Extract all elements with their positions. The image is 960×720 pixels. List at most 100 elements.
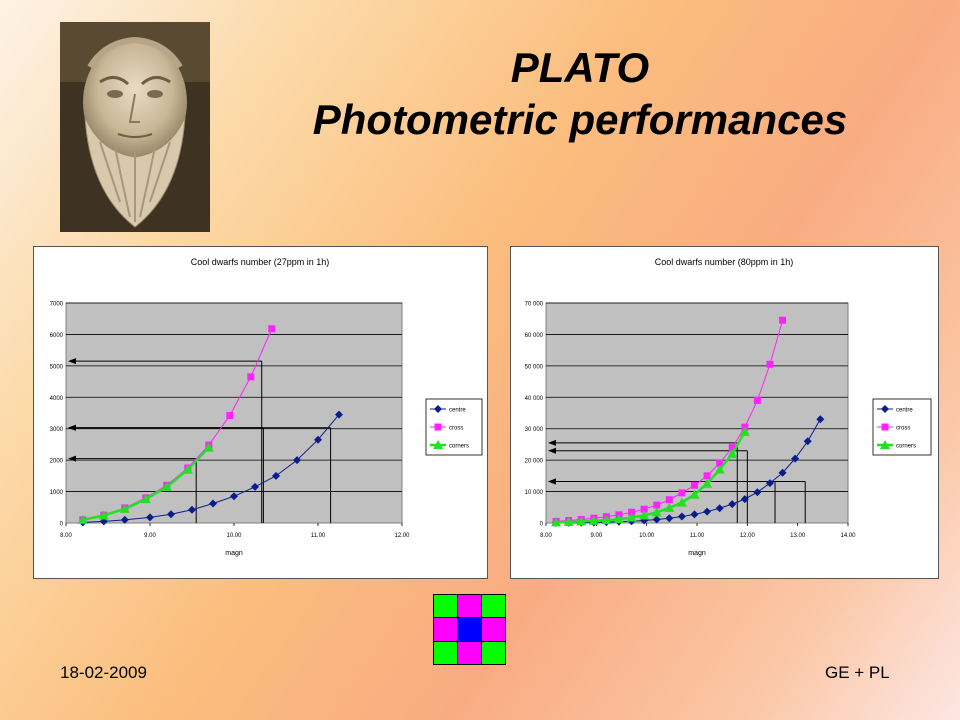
annotation-arrow-head (548, 478, 556, 485)
y-tick-label: 0 (540, 522, 544, 528)
x-tick-label: 9.00 (144, 533, 156, 539)
plot-area (545, 302, 849, 524)
x-axis-label: magn (688, 550, 706, 557)
camera-layout-grid-icon (433, 594, 506, 665)
data-point-centre (209, 499, 217, 508)
data-point-centre (146, 513, 154, 522)
data-point-centre (728, 500, 737, 509)
data-point-corners (161, 481, 172, 491)
data-point-corners (613, 514, 624, 524)
x-tick-label: 9.00 (590, 533, 602, 539)
data-point-corners (563, 516, 574, 526)
data-point-corners (203, 442, 214, 452)
data-point-corners (182, 464, 193, 474)
data-point-centre (652, 515, 661, 524)
grid-cell-corner (482, 641, 505, 664)
data-point-cross (640, 505, 648, 513)
data-point-corners (77, 514, 88, 524)
x-tick-label: 11.00 (690, 533, 705, 539)
data-point-corners (664, 502, 675, 512)
data-point-centre (791, 454, 800, 463)
data-point-corners (689, 489, 700, 499)
y-tick-label: 10 000 (525, 490, 544, 496)
data-point-centre (314, 435, 322, 444)
grid-cell-cross (482, 618, 505, 641)
y-tick-label: 0 (60, 522, 64, 528)
data-point-corners (588, 515, 599, 525)
legend-label-centre: centre (449, 408, 466, 414)
data-point-cross (653, 501, 661, 509)
data-point-centre (167, 510, 175, 519)
data-point-corners (551, 517, 562, 527)
data-point-corners (727, 448, 738, 458)
data-point-centre (272, 471, 280, 480)
data-point-corners (702, 478, 713, 488)
plot-area (65, 302, 403, 524)
grid-cell-corner (434, 641, 457, 664)
chart-panel-80ppm: Cool dwarfs number (80ppm in 1h) 0 10 000 2… (510, 246, 939, 579)
legend-label-corners: corners (896, 444, 916, 450)
x-tick-label: 11.00 (311, 533, 326, 539)
chart-27ppm: Cool dwarfs number (27ppm in 1h) 0 1000 200… (50, 257, 483, 557)
grid-cell-cross (458, 595, 481, 618)
x-tick-label: 10.00 (639, 533, 655, 539)
title-line-1: PLATO (510, 44, 650, 91)
data-point-cross (728, 444, 736, 452)
y-tick-label: 6000 (50, 333, 64, 339)
annotation-arrow-head (68, 424, 76, 431)
data-point-centre (703, 507, 712, 516)
legend-label-centre: centre (896, 408, 913, 414)
legend-label-cross: cross (896, 426, 910, 432)
y-tick-label: 70 000 (525, 302, 544, 308)
x-axis-label: magn (225, 550, 243, 557)
x-tick-label: 14.00 (840, 533, 856, 539)
grid-cell-cross (434, 618, 457, 641)
data-point-centre (677, 512, 686, 521)
data-point-cross (766, 360, 774, 368)
legend-label-cross: cross (449, 426, 463, 432)
data-point-cross (703, 472, 711, 480)
slide-title: PLATO Photometric performances (240, 42, 920, 146)
data-point-centre (188, 505, 196, 514)
data-point-centre (230, 492, 238, 501)
data-point-corners (119, 503, 130, 513)
chart-80ppm: Cool dwarfs number (80ppm in 1h) 0 10 000 2… (525, 257, 932, 557)
data-point-centre (690, 510, 699, 519)
y-tick-label: 1000 (50, 490, 64, 496)
y-tick-label: 7000 (50, 302, 64, 308)
footer-authors: GE + PL (825, 663, 890, 682)
x-tick-label: 8.00 (60, 533, 72, 539)
legend-marker-centre (881, 405, 889, 413)
y-tick-label: 5000 (50, 364, 64, 370)
y-tick-label: 20 000 (525, 459, 544, 465)
y-tick-label: 30 000 (525, 427, 544, 433)
data-point-centre (665, 514, 674, 523)
x-tick-label: 12.00 (740, 533, 756, 539)
data-point-centre (293, 456, 301, 465)
grid-cell-corner (482, 595, 505, 618)
x-tick-label: 13.00 (790, 533, 806, 539)
data-point-centre (778, 468, 787, 477)
legend-marker-corners (880, 440, 890, 449)
data-point-centre (120, 515, 129, 524)
data-point-cross (779, 316, 787, 324)
data-point-cross (665, 496, 673, 504)
y-tick-label: 3000 (50, 427, 64, 433)
data-point-corners (714, 464, 725, 474)
chart-panel-27ppm: Cool dwarfs number (27ppm in 1h) 0 1000 200… (33, 246, 488, 579)
grid-cell-centre (458, 618, 481, 641)
data-point-centre (803, 437, 812, 446)
legend-marker-cross (434, 423, 442, 431)
data-point-cross (226, 412, 234, 420)
data-point-corners (140, 494, 151, 504)
data-point-centre (765, 479, 774, 488)
data-point-corners (739, 426, 750, 436)
title-line-2: Photometric performances (312, 96, 848, 143)
data-point-corners (98, 510, 109, 520)
annotation-arrow-head (548, 447, 556, 454)
x-tick-label: 8.00 (540, 533, 552, 539)
series-line-corners (556, 431, 746, 524)
data-point-centre (816, 415, 825, 424)
grid-cell-cross (458, 641, 481, 664)
data-point-corners (639, 510, 650, 520)
